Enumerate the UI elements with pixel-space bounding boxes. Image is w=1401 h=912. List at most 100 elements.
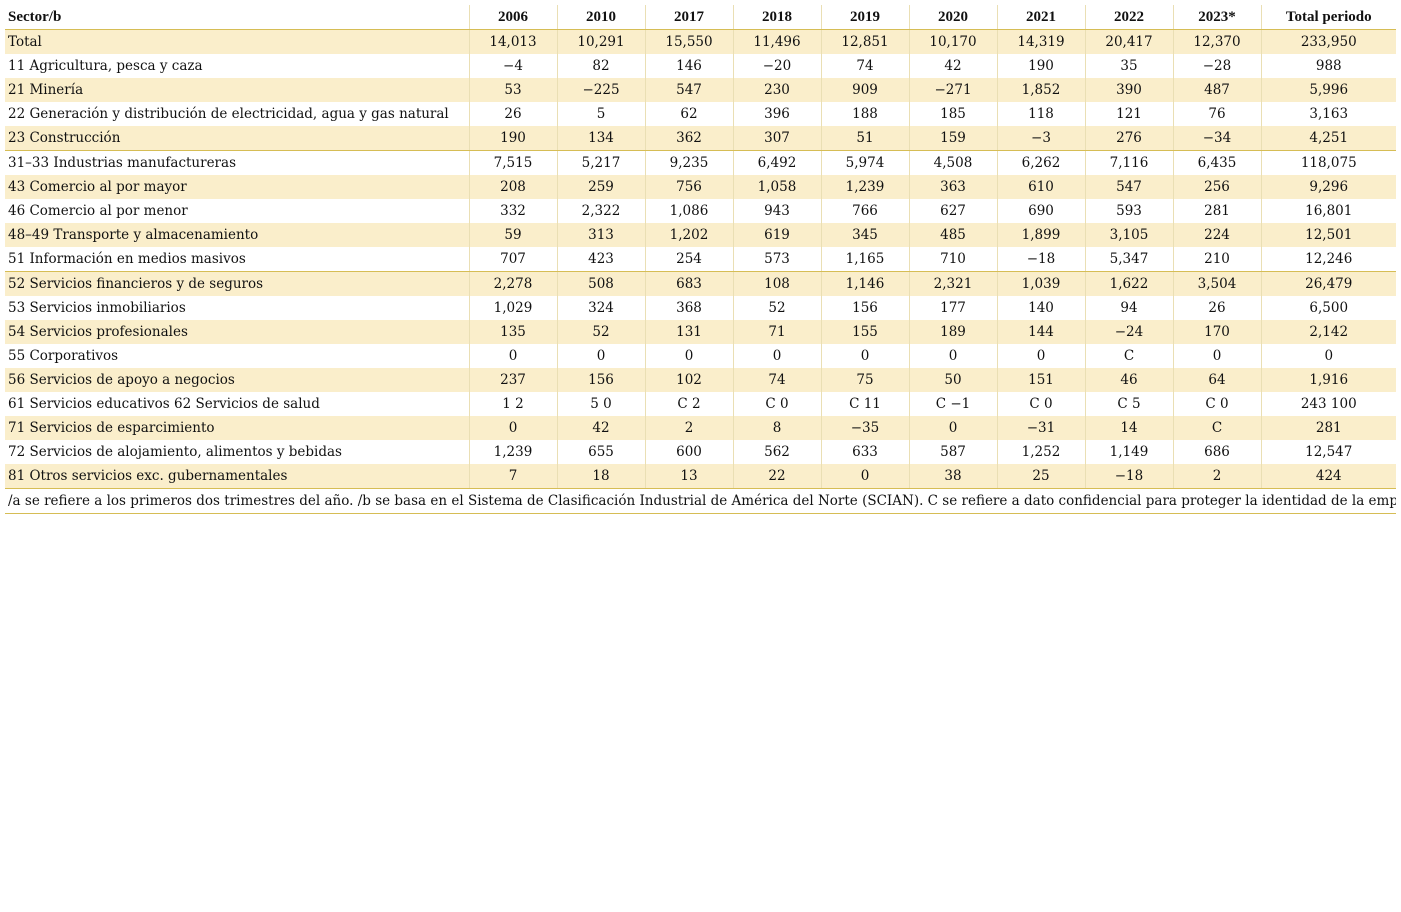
cell-value: 259 bbox=[557, 175, 646, 199]
footnote: /a se refiere a los primeros dos trimest… bbox=[5, 488, 1396, 514]
cell-value: 1,852 bbox=[997, 78, 1086, 102]
cell-value: 22 bbox=[733, 464, 822, 489]
table-row: 53 Servicios inmobiliarios 1,029 324 368 52 1… bbox=[5, 296, 1396, 320]
cell-value: 13 bbox=[645, 464, 734, 489]
cell-value: 185 bbox=[909, 102, 998, 126]
cell-value: 53 bbox=[469, 78, 558, 102]
cell-value: 102 bbox=[645, 368, 734, 392]
cell-value: −20 bbox=[733, 54, 822, 78]
cell-value: 12,851 bbox=[821, 29, 910, 54]
cell-value: 243 100 bbox=[1300, 396, 1357, 412]
cell-value: 94 bbox=[1085, 296, 1174, 320]
cell-value: 190 bbox=[997, 54, 1086, 78]
cell-value: 508 bbox=[557, 271, 646, 296]
cell-value: 988 bbox=[1315, 58, 1342, 74]
cell-value: 5,996 bbox=[1261, 78, 1396, 102]
column-header: 2022 bbox=[1085, 5, 1174, 30]
cell-value: 627 bbox=[909, 199, 998, 223]
cell-value: 108 bbox=[733, 271, 822, 296]
cell-value: 686 bbox=[1173, 440, 1262, 464]
row-label: 23 Construcción bbox=[5, 126, 470, 151]
cell-value: 46 bbox=[1085, 368, 1174, 392]
cell-value: 52 bbox=[733, 296, 822, 320]
cell-value: 547 bbox=[1085, 175, 1174, 199]
row-label: 51 Información en medios masivos bbox=[5, 247, 470, 272]
cell-value: 0 bbox=[821, 344, 910, 368]
table-row: 61 Servicios educativos 62 Servicios de … bbox=[5, 392, 1396, 416]
cell-value: 1,058 bbox=[733, 175, 822, 199]
cell-value: 118,075 bbox=[1300, 155, 1357, 171]
cell-value: −225 bbox=[557, 78, 646, 102]
cell-value: 2,322 bbox=[557, 199, 646, 223]
cell-value: 610 bbox=[997, 175, 1086, 199]
cell-value: 2,142 bbox=[1261, 320, 1396, 344]
cell-value: 254 bbox=[645, 247, 734, 272]
cell-value: 0 bbox=[557, 344, 646, 368]
cell-value: 619 bbox=[733, 223, 822, 247]
cell-value: 20,417 bbox=[1085, 29, 1174, 54]
cell-value: 52 bbox=[557, 320, 646, 344]
cell-value: 74 bbox=[821, 54, 910, 78]
cell-value: 256 bbox=[1173, 175, 1262, 199]
cell-value: −18 bbox=[1085, 464, 1174, 489]
cell-value: 547 bbox=[645, 78, 734, 102]
cell-value: 7,116 bbox=[1085, 150, 1174, 175]
cell-value: 50 bbox=[909, 368, 998, 392]
table-row: 23 Construcción 190 134 362 307 51 159 −3 276 −34… bbox=[5, 126, 1396, 151]
cell-value: 6,262 bbox=[997, 150, 1086, 175]
cell-value: 593 bbox=[1085, 199, 1174, 223]
cell-value: 600 bbox=[645, 440, 734, 464]
row-label: Total bbox=[5, 29, 470, 54]
row-label: 54 Servicios profesionales bbox=[5, 320, 470, 344]
cell-value: 368 bbox=[645, 296, 734, 320]
cell-value: 943 bbox=[733, 199, 822, 223]
cell-value: 363 bbox=[909, 175, 998, 199]
cell-value: 12,370 bbox=[1173, 29, 1262, 54]
cell-value: 0 bbox=[469, 344, 558, 368]
cell-value: C 0 bbox=[997, 392, 1086, 416]
cell-value: 423 bbox=[557, 247, 646, 272]
cell-value: −24 bbox=[1085, 320, 1174, 344]
header-row: Sector/b 2006 2010 2017 2018 2019 2020 2021 2022… bbox=[5, 5, 1396, 30]
cell-value: 135 bbox=[469, 320, 558, 344]
cell-value: 0 bbox=[733, 344, 822, 368]
row-label: 72 Servicios de alojamiento, alimentos y… bbox=[5, 440, 470, 464]
cell-value: 6,492 bbox=[733, 150, 822, 175]
cell-value: 4,251 bbox=[1261, 126, 1396, 151]
cell-value: 396 bbox=[733, 102, 822, 126]
cell-value: 26 bbox=[1173, 296, 1262, 320]
table-row: 71 Servicios de esparcimiento 0 42 2 8 −35 0 −3… bbox=[5, 416, 1396, 440]
table-row: 48–49 Transporte y almacenamiento 59 313 1,… bbox=[5, 223, 1396, 247]
table-body: Total 14,013 10,291 15,550 11,496 12,851 10,17… bbox=[5, 29, 1396, 514]
cell-value: 487 bbox=[1173, 78, 1262, 102]
cell-value: 0 bbox=[645, 344, 734, 368]
cell-value: C 5 bbox=[1085, 392, 1174, 416]
cell-value: −18 bbox=[997, 247, 1086, 272]
cell-value: −271 bbox=[909, 78, 998, 102]
column-header: 2006 bbox=[469, 5, 558, 30]
cell-value: C 11 bbox=[821, 392, 910, 416]
row-label: 43 Comercio al por mayor bbox=[5, 175, 470, 199]
cell-value: 909 bbox=[821, 78, 910, 102]
cell-value: 38 bbox=[909, 464, 998, 489]
cell-value: 0 bbox=[821, 464, 910, 489]
cell-value: 276 bbox=[1085, 126, 1174, 151]
cell-value: 14,013 bbox=[469, 29, 558, 54]
cell-value: 75 bbox=[821, 368, 910, 392]
column-header: 2018 bbox=[733, 5, 822, 30]
cell-value: 362 bbox=[645, 126, 734, 151]
table-row: 43 Comercio al por mayor 208 259 756 1,058 1,… bbox=[5, 175, 1396, 199]
table-row: 72 Servicios de alojamiento, alimentos y… bbox=[5, 440, 1396, 464]
footnote-row: /a se refiere a los primeros dos trimest… bbox=[5, 488, 1396, 514]
column-header: Sector/b bbox=[5, 5, 470, 30]
cell-value: 144 bbox=[997, 320, 1086, 344]
cell-value: 42 bbox=[909, 54, 998, 78]
table-row: 54 Servicios profesionales 135 52 131 71 155 1… bbox=[5, 320, 1396, 344]
cell-value: 16,801 bbox=[1305, 203, 1353, 219]
cell-value: 1,149 bbox=[1085, 440, 1174, 464]
row-label: 22 Generación y distribución de electric… bbox=[5, 102, 470, 126]
cell-value: 3,163 bbox=[1309, 106, 1349, 122]
cell-value: 12,501 bbox=[1261, 223, 1396, 247]
cell-value: 1,252 bbox=[997, 440, 1086, 464]
